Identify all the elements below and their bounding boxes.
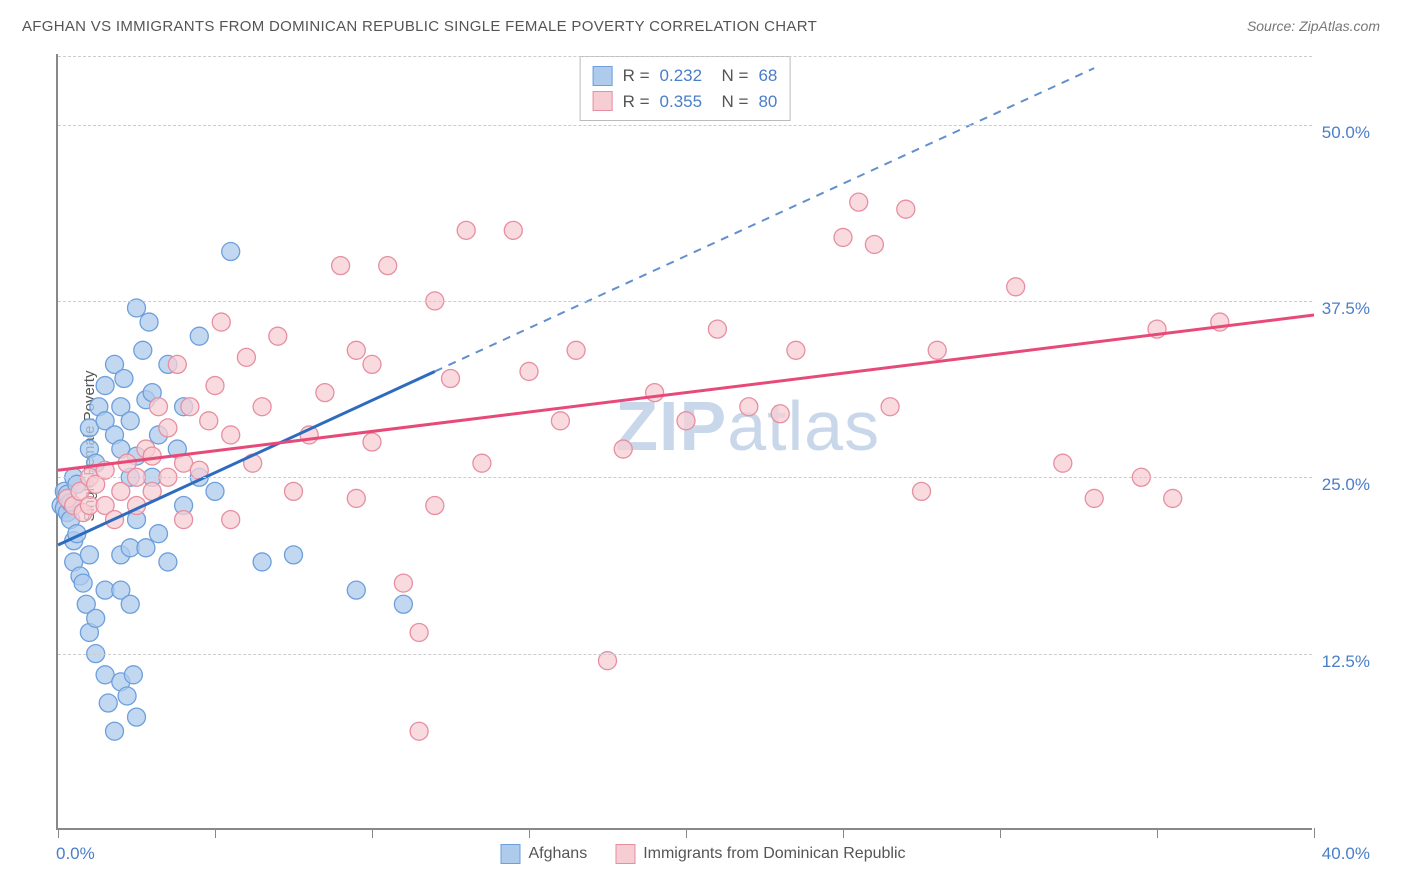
legend-label-1: Afghans	[528, 845, 587, 863]
legend-item-1: Afghans	[500, 844, 587, 864]
chart-svg	[58, 54, 1312, 828]
plot-area: ZIPatlas R = 0.232 N = 68 R = 0.355 N = …	[56, 54, 1312, 830]
x-axis-max-label: 40.0%	[1322, 844, 1370, 864]
r-value-2: 0.355	[660, 89, 703, 115]
x-axis-min-label: 0.0%	[56, 844, 95, 864]
r-value-1: 0.232	[660, 63, 703, 89]
correlation-row-1: R = 0.232 N = 68	[593, 63, 778, 89]
chart-title: AFGHAN VS IMMIGRANTS FROM DOMINICAN REPU…	[22, 18, 817, 35]
swatch-series-1	[593, 66, 613, 86]
y-grid-label: 25.0%	[1322, 475, 1370, 495]
n-value-2: 80	[758, 89, 777, 115]
bottom-legend: Afghans Immigrants from Dominican Republ…	[500, 844, 905, 864]
y-grid-label: 37.5%	[1322, 299, 1370, 319]
legend-item-2: Immigrants from Dominican Republic	[615, 844, 905, 864]
legend-swatch-2	[615, 844, 635, 864]
swatch-series-2	[593, 91, 613, 111]
correlation-row-2: R = 0.355 N = 80	[593, 89, 778, 115]
legend-label-2: Immigrants from Dominican Republic	[643, 845, 905, 863]
y-grid-label: 12.5%	[1322, 652, 1370, 672]
n-value-1: 68	[758, 63, 777, 89]
source-attribution: Source: ZipAtlas.com	[1247, 18, 1380, 34]
y-grid-label: 50.0%	[1322, 123, 1370, 143]
correlation-legend: R = 0.232 N = 68 R = 0.355 N = 80	[580, 56, 791, 121]
legend-swatch-1	[500, 844, 520, 864]
